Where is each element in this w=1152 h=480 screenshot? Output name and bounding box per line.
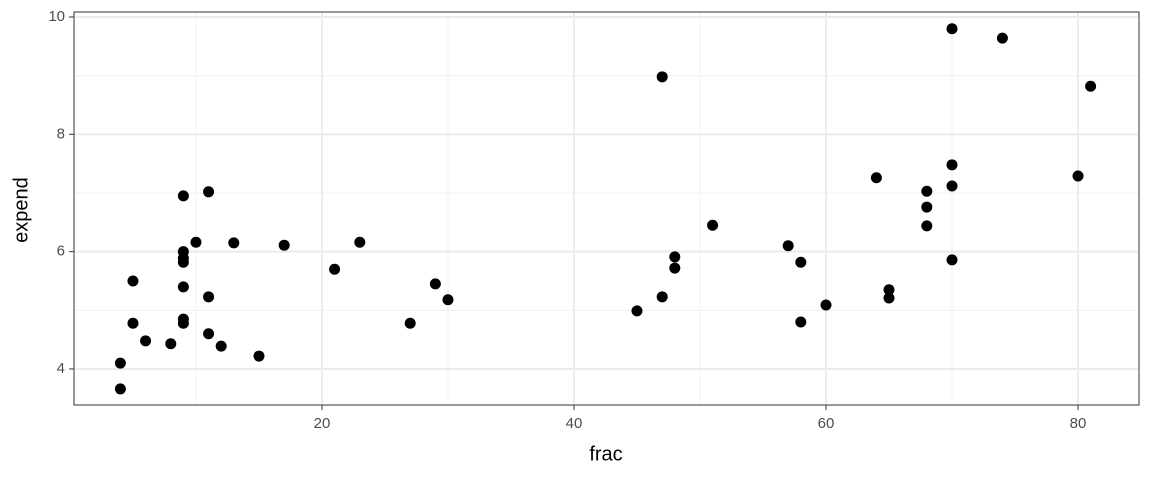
point [228, 237, 240, 249]
point [177, 256, 189, 268]
y-tick-label: 6 [57, 243, 65, 260]
point [127, 317, 139, 329]
point [253, 350, 265, 362]
point [1072, 170, 1084, 182]
x-tick-label: 20 [314, 415, 331, 432]
point [215, 340, 227, 352]
point [921, 201, 933, 213]
point [669, 262, 681, 274]
panel-border [73, 11, 1140, 406]
point [946, 159, 958, 171]
x-tick-label: 80 [1070, 415, 1087, 432]
point [177, 190, 189, 202]
point [946, 180, 958, 192]
point [442, 294, 454, 306]
y-tick-label: 10 [48, 8, 65, 25]
point [203, 328, 215, 340]
point [996, 32, 1008, 44]
point [946, 254, 958, 266]
point [177, 281, 189, 293]
point [921, 185, 933, 197]
point [404, 317, 416, 329]
point [656, 291, 668, 303]
point [820, 299, 832, 311]
point [921, 220, 933, 232]
point [883, 284, 895, 296]
point [870, 172, 882, 184]
point [656, 71, 668, 83]
point [707, 219, 719, 231]
point [669, 251, 681, 263]
point [114, 383, 126, 395]
y-tick-label: 4 [57, 360, 65, 377]
y-axis-title: expend [10, 177, 32, 243]
point [165, 338, 177, 350]
point [203, 291, 215, 303]
point [114, 357, 126, 369]
y-tick-label: 8 [57, 125, 65, 142]
point [795, 256, 807, 268]
x-tick-label: 40 [566, 415, 583, 432]
point [946, 23, 958, 35]
point [140, 335, 152, 347]
x-tick-label: 60 [818, 415, 835, 432]
point [883, 292, 895, 304]
point [429, 278, 441, 290]
point [203, 186, 215, 198]
point [782, 240, 794, 252]
point [631, 305, 643, 317]
point [127, 275, 139, 287]
x-axis-title: frac [589, 443, 622, 465]
point [1085, 80, 1097, 92]
point [329, 263, 341, 275]
point [177, 317, 189, 329]
point [795, 316, 807, 328]
point [278, 239, 290, 251]
point [190, 236, 202, 248]
point [354, 236, 366, 248]
